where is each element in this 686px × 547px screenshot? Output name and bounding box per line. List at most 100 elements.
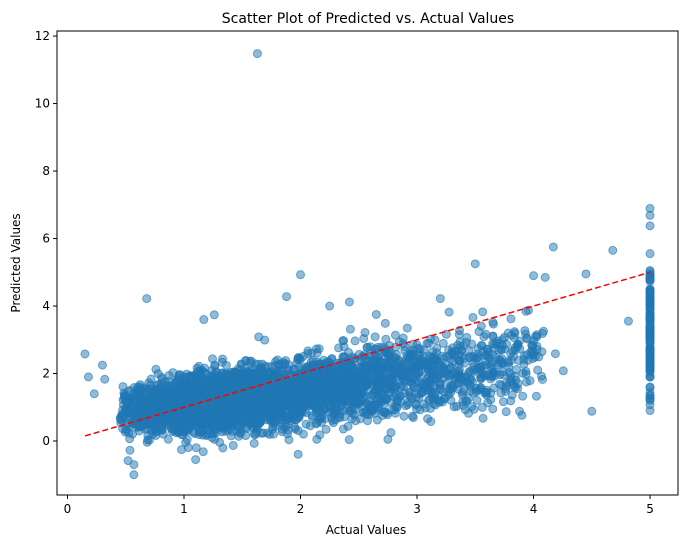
x-tick-label: 0 [64,502,72,516]
data-point [423,414,433,424]
data-point [344,297,354,307]
data-point [343,421,353,431]
data-point [537,347,547,357]
data-point [359,361,369,371]
data-point [438,338,448,348]
data-point [435,294,445,304]
data-point [202,380,212,390]
data-point [403,400,413,410]
data-point [272,366,282,376]
data-point [361,409,371,419]
data-point [260,393,270,403]
data-point [365,342,375,352]
data-point [130,397,140,407]
data-point [513,379,523,389]
data-point [199,315,209,325]
data-point [476,340,486,350]
data-point [399,411,409,421]
data-point [436,385,446,395]
data-point [645,210,655,220]
data-point [424,395,434,405]
data-point [476,321,486,331]
data-point [498,397,508,407]
data-point [255,417,265,427]
data-point [350,387,360,397]
data-point [391,389,401,399]
data-point [325,301,335,311]
data-point [257,359,267,369]
data-point [228,394,238,404]
data-point [518,391,528,401]
data-point [488,350,498,360]
data-point [645,302,655,312]
data-point [488,317,498,327]
data-point [275,405,285,415]
data-point [339,342,349,352]
data-point [645,249,655,259]
data-point [645,288,655,298]
data-point [448,356,458,366]
data-point [160,417,170,427]
data-point [425,403,435,413]
data-point [327,415,337,425]
y-tick-label: 2 [42,367,50,381]
data-point [504,367,514,377]
data-point [506,314,516,324]
data-point [335,413,345,423]
data-point [464,368,474,378]
data-point [369,356,379,366]
data-point [302,375,312,385]
data-point [173,393,183,403]
data-point [122,425,132,435]
data-point [258,428,268,438]
data-point [461,337,471,347]
data-point [548,242,558,252]
y-tick-label: 6 [42,232,50,246]
data-point [280,396,290,406]
data-point [503,328,513,338]
data-point [240,402,250,412]
data-point [481,329,491,339]
data-point [363,376,373,386]
reference-line [84,271,651,437]
data-point [520,326,530,336]
data-point [225,424,235,434]
data-point [515,406,525,416]
data-point [337,370,347,380]
data-point [458,400,468,410]
data-point [472,395,482,405]
data-point [153,380,163,390]
data-point [228,440,238,450]
data-point [293,449,303,459]
data-point [381,374,391,384]
plot-frame [56,30,679,496]
data-point [140,384,150,394]
chart-title: Scatter Plot of Predicted vs. Actual Val… [222,11,514,27]
data-point [227,383,237,393]
x-tick-label: 2 [297,502,305,516]
data-point [306,385,316,395]
data-point [475,362,485,372]
data-point [469,404,479,414]
data-point [80,349,90,359]
data-point [645,337,655,347]
data-point [425,351,435,361]
data-point [296,270,306,280]
x-tick-label: 4 [530,502,538,516]
data-point [303,349,313,359]
data-point [291,415,301,425]
data-point [528,347,538,357]
data-point [150,389,160,399]
y-tick-label: 4 [42,299,50,313]
data-point [412,404,422,414]
data-point [623,316,633,326]
data-point [350,336,360,346]
data-point [540,272,550,282]
data-point [207,365,217,375]
data-point [529,271,539,281]
data-point [344,435,354,445]
data-point [346,379,356,389]
data-point [384,349,394,359]
data-point [645,349,655,359]
